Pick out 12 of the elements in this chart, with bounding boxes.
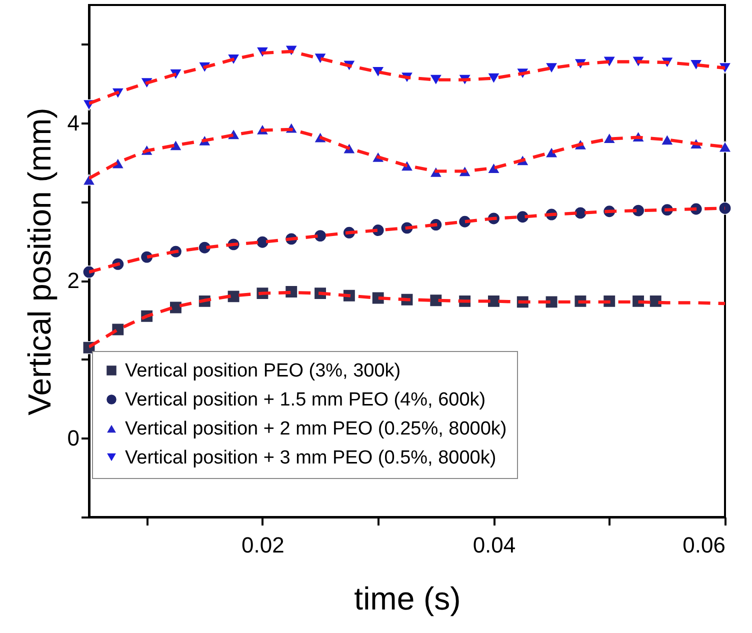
legend-label: Vertical position + 1.5 mm PEO (4%, 600k) [125, 390, 486, 410]
y-tick-label: 4 [67, 110, 80, 136]
x-axis-title: time (s) [354, 580, 461, 616]
y-tick-label: 2 [67, 268, 80, 294]
x-tick-label: 0.04 [472, 532, 516, 558]
y-axis-title: Vertical position (mm) [21, 108, 58, 416]
legend-label: Vertical position + 2 mm PEO (0.25%, 8000k) [125, 418, 507, 440]
x-tick-label: 0.06 [682, 532, 726, 558]
legend-label: Vertical position + 3 mm PEO (0.5%, 8000k) [125, 448, 496, 468]
legend-label: Vertical position PEO (3%, 300k) [125, 360, 401, 382]
x-tick-label: 0.02 [242, 532, 284, 558]
y-tick-label: 0 [67, 426, 80, 451]
